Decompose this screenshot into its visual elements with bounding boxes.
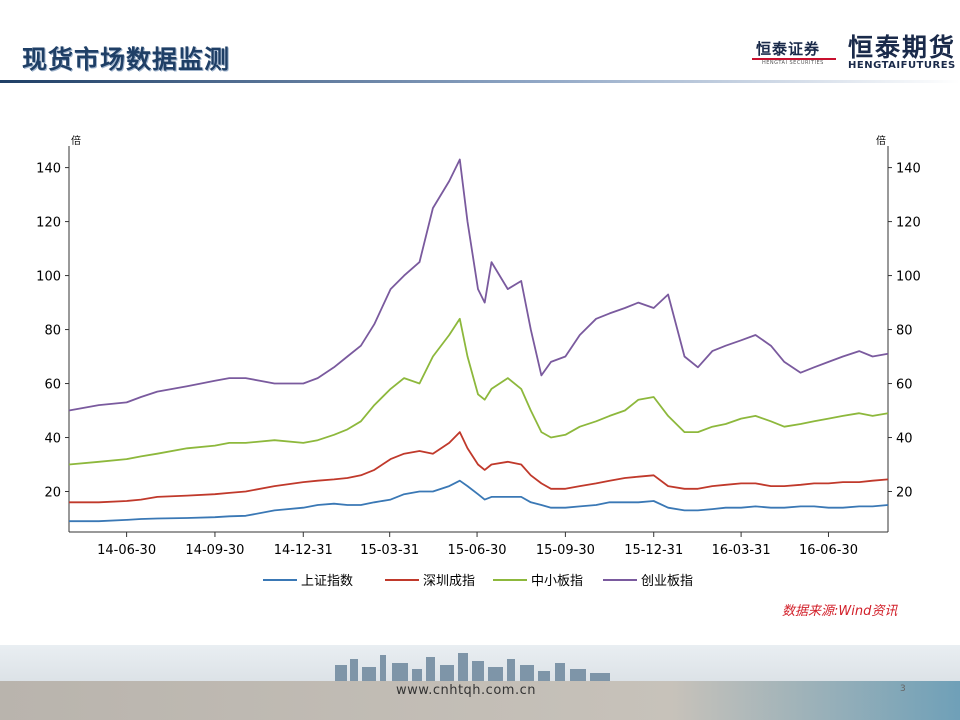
y-tick-right-label: 60 xyxy=(896,378,913,393)
logo-small-bar xyxy=(752,58,836,60)
y-tick-left-label: 20 xyxy=(44,486,61,501)
x-tick-label: 15-03-31 xyxy=(360,543,419,558)
series-line-中小板指 xyxy=(68,317,889,466)
y-axis-right-label: 倍 xyxy=(876,134,886,147)
hengtai-futures-logo: 恒泰期货 HENGTAIFUTURES xyxy=(846,28,956,72)
chart-series xyxy=(68,158,889,523)
x-tick-label: 15-12-31 xyxy=(624,543,683,558)
x-tick-label: 16-03-31 xyxy=(712,543,771,558)
city-skyline-banner xyxy=(0,645,960,720)
logo-large-cn: 恒泰期货 xyxy=(848,33,957,62)
chart-axes: 倍 倍 20 20 40 40 60 60 80 80 100 100 120 120 140 140 14-0… xyxy=(36,134,921,558)
pe-ratio-line-chart: 倍 倍 20 20 40 40 60 60 80 80 100 100 120 120 140 140 14-0… xyxy=(36,134,921,589)
x-tick-label: 14-12-31 xyxy=(274,543,333,558)
x-tick-label: 14-06-30 xyxy=(97,543,156,558)
y-axis-left-label: 倍 xyxy=(71,134,81,147)
logo-small-cn: 恒泰证券 xyxy=(756,40,821,58)
y-tick-left-label: 120 xyxy=(36,216,61,231)
x-tick-label: 15-06-30 xyxy=(448,543,507,558)
y-tick-left-label: 40 xyxy=(44,432,61,447)
series-line-创业板指 xyxy=(68,158,889,412)
hengtai-securities-logo: 恒泰证券 HENGTAI SECURITIES xyxy=(752,38,836,66)
legend-label: 上证指数 xyxy=(301,574,353,589)
logo-small-en: HENGTAI SECURITIES xyxy=(762,60,824,66)
legend-label: 深圳成指 xyxy=(423,574,475,589)
page-title: 现货市场数据监测 xyxy=(22,45,231,74)
y-tick-right-label: 100 xyxy=(896,270,921,285)
x-tick-label: 15-09-30 xyxy=(536,543,595,558)
x-tick-label: 16-06-30 xyxy=(799,543,858,558)
legend-label: 创业板指 xyxy=(641,574,693,589)
legend-label: 中小板指 xyxy=(531,574,583,589)
data-source-note: 数据来源:Wind资讯 xyxy=(782,604,898,619)
y-tick-right-label: 80 xyxy=(896,324,913,339)
title-divider xyxy=(0,80,960,83)
logo-large-en: HENGTAIFUTURES xyxy=(848,60,956,71)
footer-url: www.cnhtqh.com.cn xyxy=(396,683,536,698)
y-tick-left-label: 140 xyxy=(36,162,61,177)
y-tick-right-label: 120 xyxy=(896,216,921,231)
page-number: 3 xyxy=(900,684,906,694)
y-tick-right-label: 40 xyxy=(896,432,913,447)
y-tick-right-label: 20 xyxy=(896,486,913,501)
y-tick-left-label: 80 xyxy=(44,324,61,339)
y-tick-left-label: 60 xyxy=(44,378,61,393)
y-tick-left-label: 100 xyxy=(36,270,61,285)
series-line-上证指数 xyxy=(69,479,889,523)
y-tick-right-label: 140 xyxy=(896,162,921,177)
x-tick-label: 14-09-30 xyxy=(185,543,244,558)
series-line-深圳成指 xyxy=(69,431,889,504)
chart-legend: 上证指数 深圳成指 中小板指 创业板指 xyxy=(263,574,693,589)
